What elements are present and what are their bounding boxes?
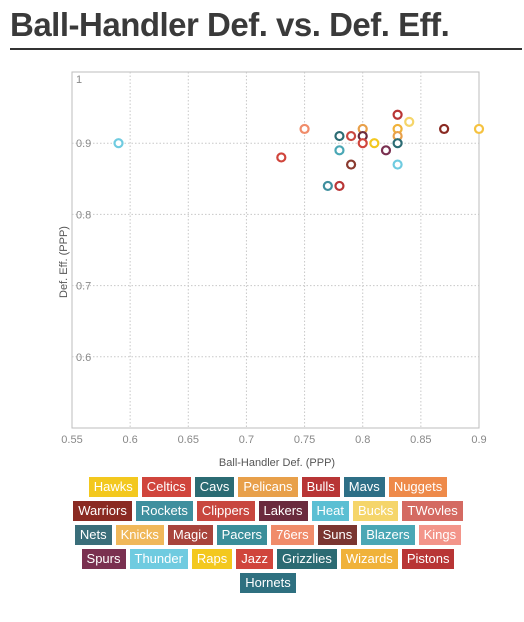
legend-item-twovles[interactable]: TWovles [402,501,463,521]
plot-grid [71,71,480,429]
legend-item-knicks[interactable]: Knicks [115,525,164,545]
data-point[interactable] [322,180,333,192]
legend-item-thunder[interactable]: Thunder [129,549,188,569]
legend-item-spurs[interactable]: Spurs [81,549,126,569]
y-tick-label: 0.7 [76,281,91,293]
legend-item-bulls[interactable]: Bulls [301,477,340,497]
chart-title: Ball-Handler Def. vs. Def. Eff. [10,6,450,43]
legend-item-warriors[interactable]: Warriors [73,501,132,521]
legend-item-nuggets[interactable]: Nuggets [388,477,448,497]
legend-item-magic[interactable]: Magic [167,525,213,545]
data-point[interactable] [334,145,345,156]
data-point[interactable] [392,109,403,120]
data-point[interactable] [380,145,392,156]
x-tick-label: 0.85 [410,434,431,446]
legend: Hawks Celtics Cavs Pelicans Bulls Mavs Nuggets… [60,477,476,593]
title-rule [10,48,522,50]
scatter-plot: 0.55 0.6 0.65 0.7 0.75 0.8 0.85 0.9 0.60.70.80.… [58,71,487,469]
legend-item-pacers[interactable]: Pacers [216,525,268,545]
legend-item-heat[interactable]: Heat [311,501,350,521]
legend-item-grizzlies[interactable]: Grizzlies [277,549,337,569]
x-axis-ticks: 0.55 0.6 0.65 0.7 0.75 0.8 0.85 0.9 [61,434,486,446]
data-point[interactable] [345,130,357,142]
legend-item-bucks[interactable]: Bucks [353,501,399,521]
y-tick-label: 0.8 [76,209,91,221]
legend-item-jazz[interactable]: Jazz [236,549,274,569]
legend-item-cavs[interactable]: Cavs [194,477,235,497]
data-point[interactable] [404,116,415,127]
legend-item-suns[interactable]: Suns [317,525,358,545]
data-point[interactable] [113,138,124,149]
x-tick-label: 0.65 [178,434,199,446]
legend-item-76ers[interactable]: 76ers [271,525,314,545]
y-axis-label: Def. Eff. (PPP) [58,226,70,298]
legend-item-pistons[interactable]: Pistons [401,549,455,569]
legend-item-raps[interactable]: Raps [191,549,233,569]
data-point[interactable] [439,123,450,135]
data-point[interactable] [369,138,380,149]
x-tick-label: 0.55 [61,434,82,446]
legend-item-hornets[interactable]: Hornets [240,573,296,593]
legend-item-clippers[interactable]: Clippers [196,501,255,521]
data-point[interactable] [392,159,403,170]
data-point[interactable] [299,123,310,135]
legend-item-blazers[interactable]: Blazers [361,525,415,545]
legend-item-celtics[interactable]: Celtics [141,477,191,497]
legend-item-nets[interactable]: Nets [74,525,112,545]
legend-item-lakers[interactable]: Lakers [258,501,308,521]
legend-item-wizards[interactable]: Wizards [340,549,398,569]
x-tick-label: 0.75 [294,434,315,446]
x-tick-label: 0.7 [239,434,254,446]
legend-item-pelicans[interactable]: Pelicans [238,477,298,497]
x-axis-label: Ball-Handler Def. (PPP) [219,457,335,469]
data-point[interactable] [334,130,345,142]
plot-frame [71,71,480,429]
data-point[interactable] [345,159,357,170]
y-axis-ticks: 0.6 0.7 0.8 0.9 1 [76,74,91,364]
data-point[interactable] [334,180,345,192]
legend-item-kings[interactable]: Kings [418,525,462,545]
x-tick-label: 0.9 [471,434,486,446]
y-tick-label: 1 [76,74,82,86]
data-point[interactable] [392,138,403,149]
x-tick-label: 0.6 [122,434,137,446]
legend-item-rockets[interactable]: Rockets [135,501,193,521]
data-points [113,109,485,192]
y-tick-label: 0.6 [76,352,91,364]
legend-item-mavs[interactable]: Mavs [343,477,385,497]
data-point[interactable] [276,152,287,163]
y-tick-label: 0.9 [76,138,91,150]
data-point[interactable] [473,123,485,135]
x-tick-label: 0.8 [355,434,370,446]
data-point[interactable] [357,138,368,149]
legend-item-hawks[interactable]: Hawks [88,477,138,497]
